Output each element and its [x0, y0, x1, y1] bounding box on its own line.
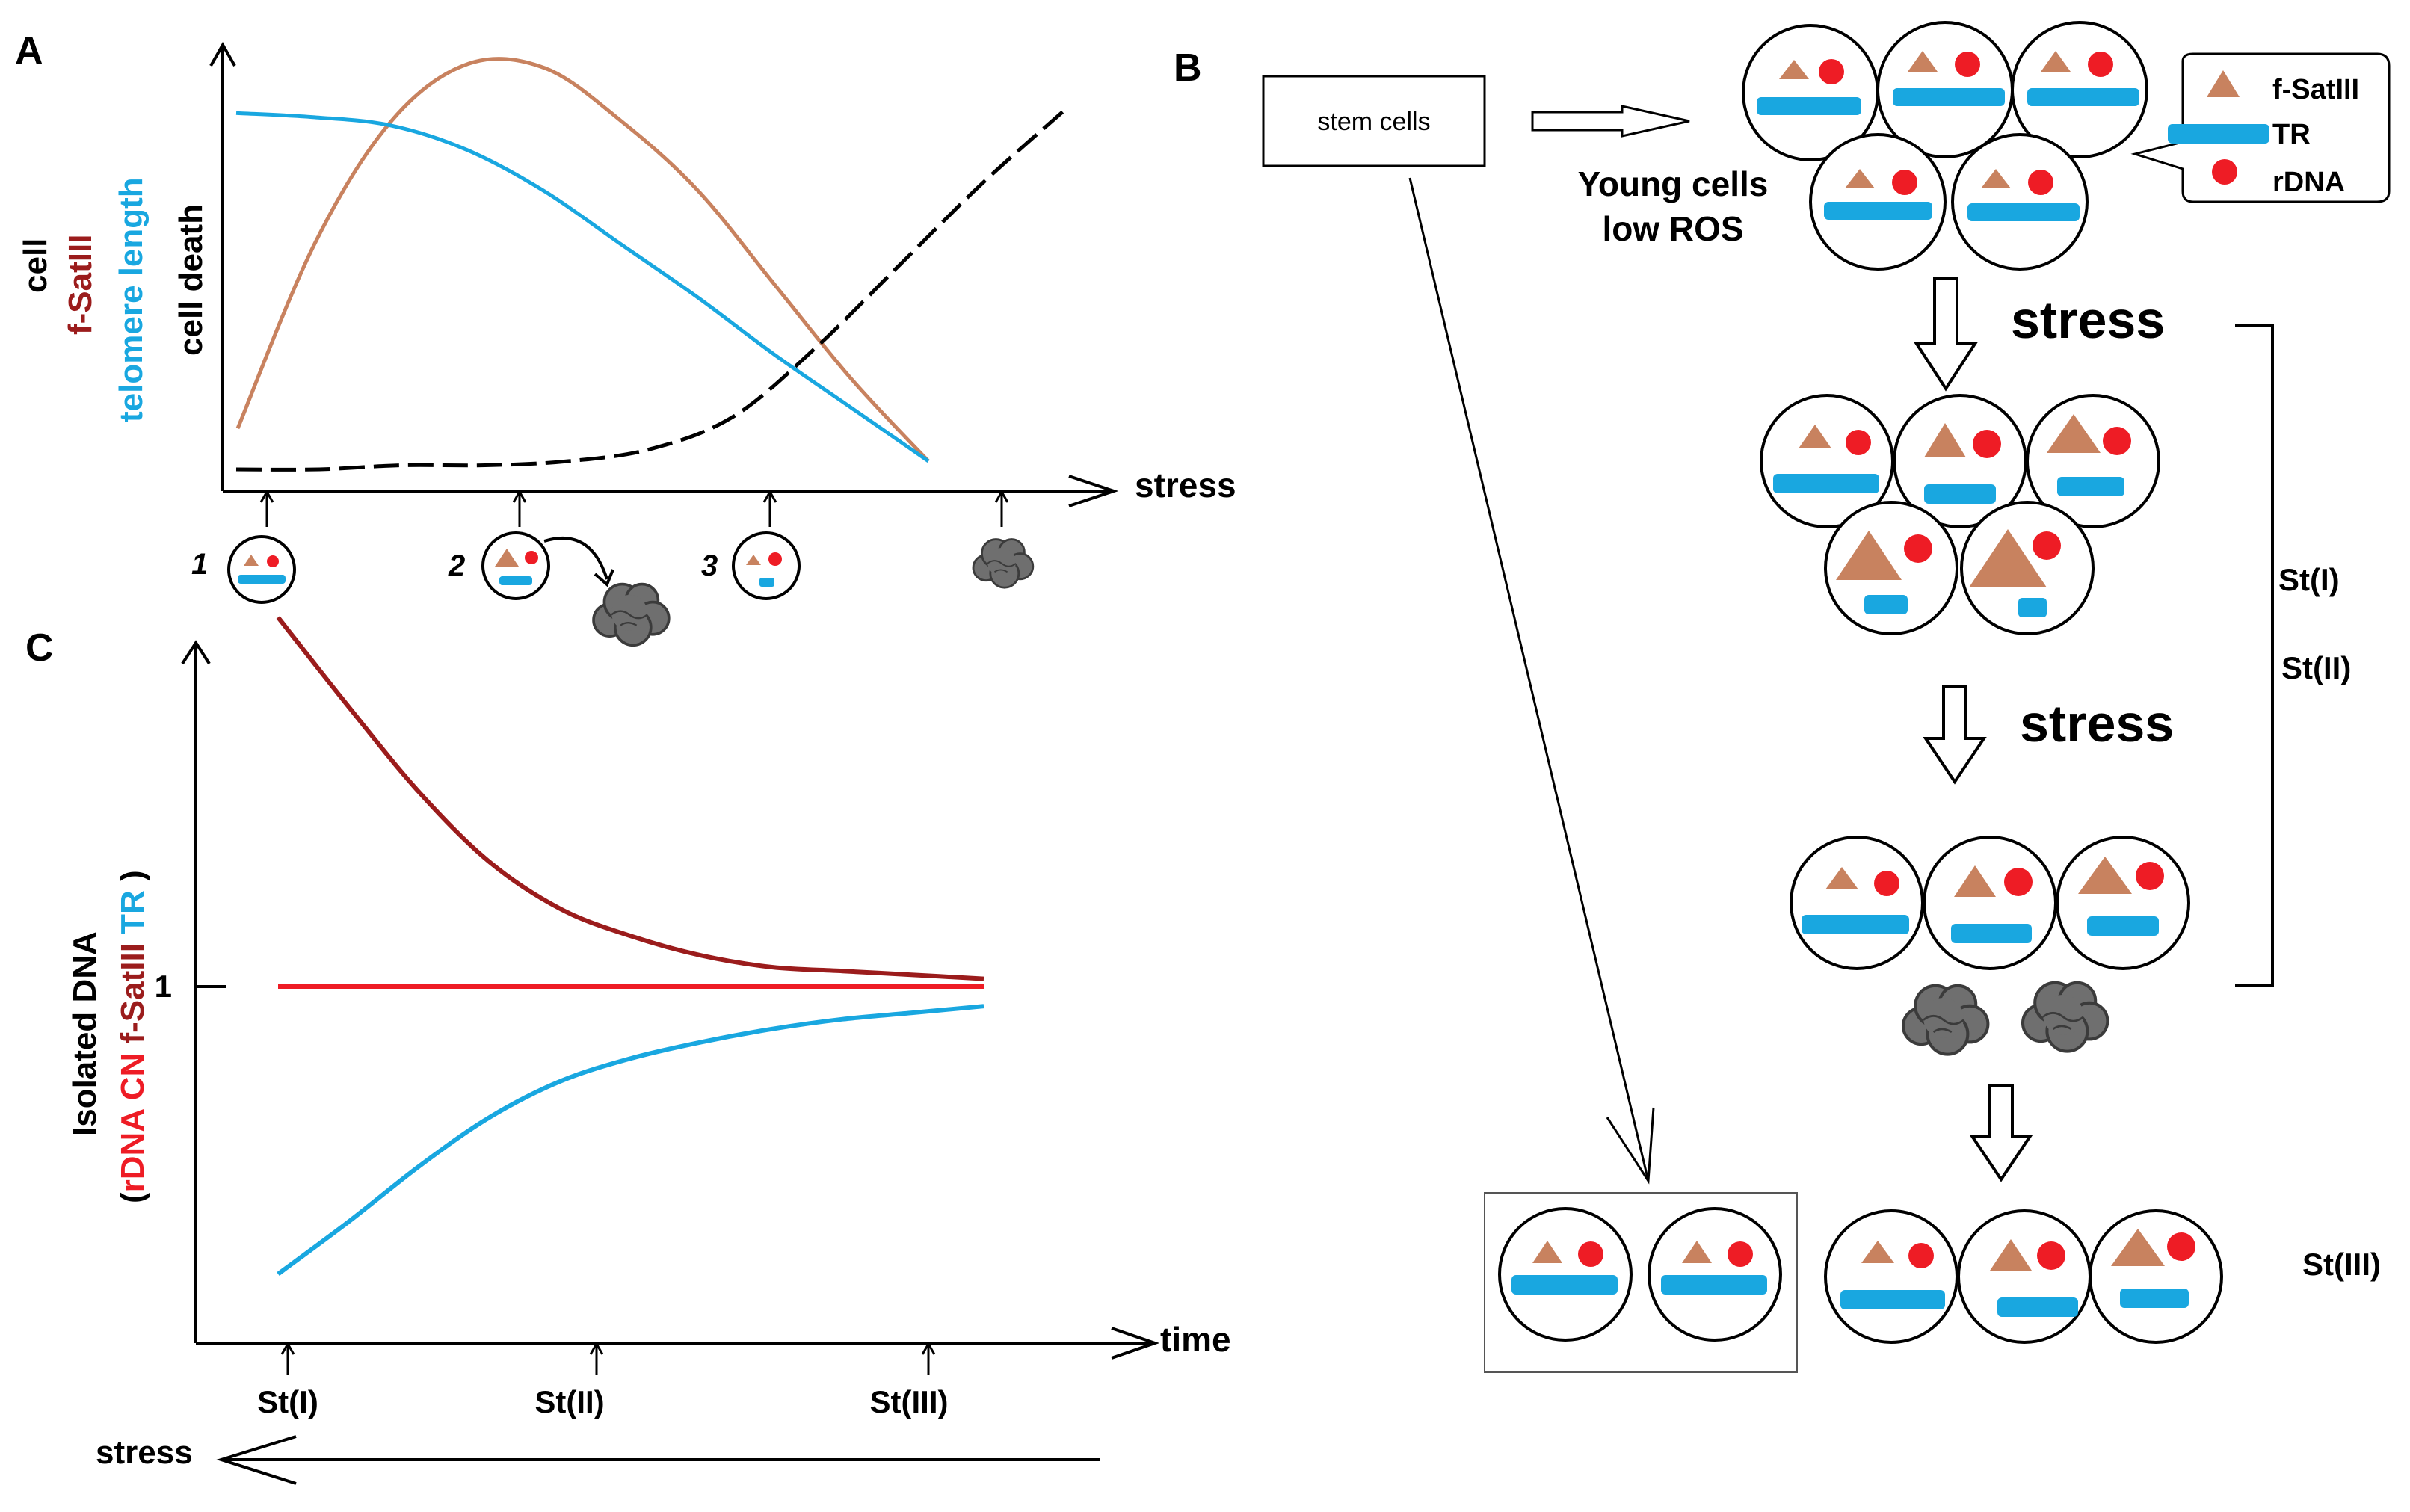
- panel-c-stage-3: St(III): [870, 1384, 949, 1419]
- panel-a-dead-cell-final: [972, 538, 1035, 589]
- stem-to-young-arrow: [1531, 105, 1690, 138]
- legend-tr-swatch: [2168, 124, 2269, 144]
- panel-b-letter: B: [1174, 46, 1202, 90]
- panel-c-stage-1: St(I): [257, 1384, 318, 1419]
- panel-c-stress-label: stress: [96, 1434, 193, 1471]
- stressed-cluster-2: [1790, 836, 2190, 1055]
- cell: [2011, 21, 2148, 158]
- panel-a-marker-2: 2: [448, 549, 465, 582]
- panel-a-death-arrow: [543, 537, 608, 580]
- stage-label-3: St(III): [2302, 1247, 2381, 1282]
- panel-c-stage-arrows: [280, 1341, 936, 1375]
- panel-a-marker-3: 3: [701, 549, 718, 582]
- panel-a-dead-cell-2: [592, 582, 671, 647]
- panel-a-marker-1: 1: [191, 548, 208, 581]
- panel-c-stage-2: St(II): [534, 1384, 604, 1419]
- final-stem-cell: [1498, 1207, 1633, 1342]
- young-cell-cluster: [1742, 21, 2148, 271]
- cell: [1876, 21, 2014, 158]
- panel-c-ylabel-line2: (rDNA CN f-SatIII TR ): [114, 870, 151, 1203]
- legend-rdna-label: rDNA: [2272, 167, 2345, 198]
- panel-a-telomere-curve: [235, 111, 930, 463]
- panel-c-y-tick-label: 1: [155, 969, 172, 1004]
- panel-a-xlabel: stress: [1135, 466, 1236, 504]
- stem-long-arrow: [1408, 177, 1650, 1182]
- stage-label-2: St(II): [2281, 650, 2351, 685]
- dead-cell-cloud: [2023, 983, 2107, 1052]
- cell: [1957, 1209, 2092, 1344]
- panel-c-ylabel-line1: Isolated DNA: [67, 931, 103, 1136]
- legend-fsat-swatch: [2207, 70, 2240, 97]
- cell: [1923, 836, 2057, 970]
- dead-cell-cloud: [1903, 986, 1988, 1055]
- panel-a-cell-2: [481, 531, 550, 600]
- cell: [1824, 501, 1958, 635]
- panel-c-letter: C: [25, 626, 54, 670]
- panel-a-y-arrowhead: [209, 41, 236, 67]
- stressed-cluster-1: [1760, 394, 2160, 635]
- cell: [2089, 1209, 2223, 1344]
- final-stage-cluster: [1824, 1209, 2223, 1344]
- stem-cells-label: stem cells: [1317, 108, 1430, 136]
- cell: [1790, 836, 1924, 970]
- cell: [1893, 394, 2027, 528]
- cell: [1824, 1209, 1958, 1344]
- cell: [1960, 501, 2095, 635]
- legend-fsat-label: f-SatIII: [2272, 74, 2359, 105]
- panel-a-x-arrowhead: [1068, 475, 1119, 507]
- stress-arrow-2: [1923, 685, 1987, 785]
- panel-a-ylabel-fsat: f-SatIII: [62, 235, 99, 335]
- cell: [2026, 394, 2160, 528]
- cell: [1809, 133, 1947, 271]
- panel-c-tr-curve: [277, 1004, 984, 1277]
- stress-label-2: stress: [2020, 694, 2174, 753]
- panel-a-cell-3: [732, 531, 801, 600]
- panel-b: B stem cells Young cells low ROS f-SatII…: [1174, 21, 2391, 1373]
- panel-a: A stress cell f-SatIII telomere length c…: [15, 29, 1236, 647]
- panel-a-death-curve: [235, 107, 1067, 472]
- stress-arrow-1: [1914, 277, 1978, 392]
- panel-c-xlabel: time: [1160, 1320, 1231, 1359]
- cell: [2056, 836, 2190, 970]
- cell: [1760, 394, 1894, 528]
- panel-a-ylabel-cell: cell: [17, 238, 54, 293]
- young-cells-label: Young cells: [1578, 164, 1769, 203]
- panel-a-ylabel-telomere: telomere length: [113, 177, 150, 422]
- legend-tr-label: TR: [2272, 119, 2311, 150]
- panel-a-ylabel-death: cell death: [173, 204, 209, 356]
- low-ros-label: low ROS: [1602, 209, 1743, 248]
- cell: [1951, 133, 2089, 271]
- stage-label-1: St(I): [2278, 562, 2340, 597]
- panel-c: C time Isolated DNA (rDNA CN f-SatIII TR…: [25, 616, 1231, 1485]
- stress-arrow-3: [1969, 1084, 2033, 1182]
- stem-cells-box: [1262, 75, 1486, 167]
- stress-label-1: stress: [2011, 291, 2165, 349]
- panel-a-cell-1: [227, 535, 296, 604]
- legend: f-SatIII TR rDNA: [2130, 52, 2391, 203]
- panel-c-fsat-curve: [276, 616, 984, 981]
- panel-a-stage-arrows: [259, 489, 1009, 527]
- final-stem-cell: [1648, 1207, 1782, 1342]
- legend-rdna-swatch: [2212, 159, 2237, 185]
- panel-a-fsat-curve: [235, 57, 930, 463]
- panel-a-letter: A: [15, 29, 43, 72]
- stage-bracket: [2235, 324, 2274, 987]
